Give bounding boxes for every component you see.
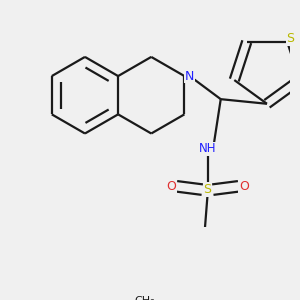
Text: S: S: [203, 183, 211, 196]
Text: N: N: [185, 70, 194, 83]
Text: NH: NH: [199, 142, 216, 155]
Text: O: O: [166, 180, 176, 193]
Text: CH₃: CH₃: [134, 296, 155, 300]
Text: O: O: [239, 180, 249, 193]
Text: S: S: [286, 32, 294, 45]
